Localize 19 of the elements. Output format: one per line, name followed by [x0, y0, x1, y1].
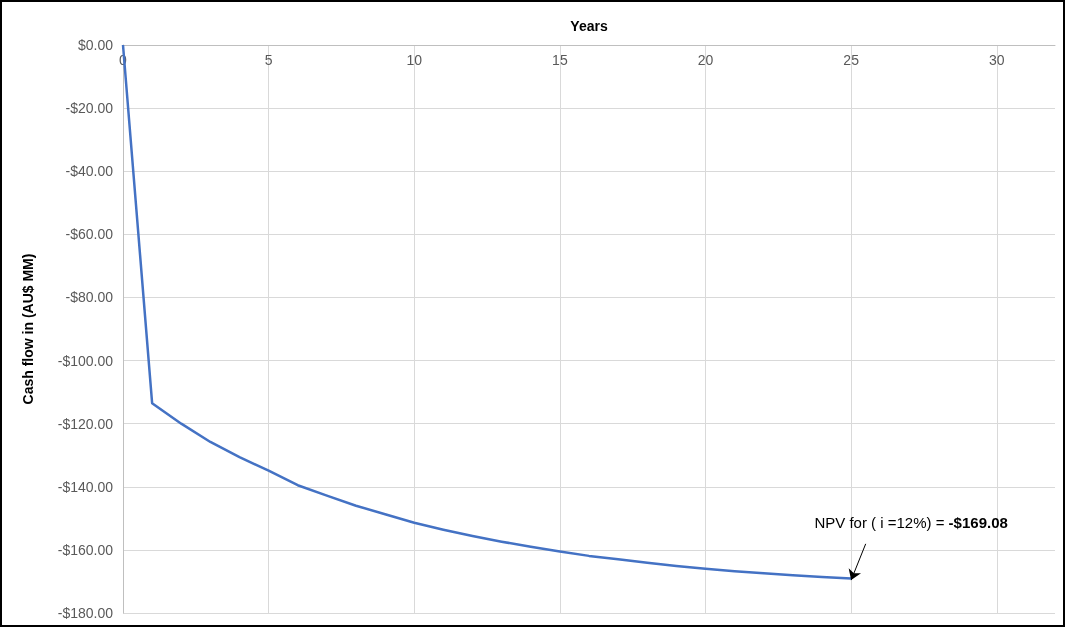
y-tick-label: -$120.00 — [57, 415, 114, 432]
y-tick-label: $0.00 — [77, 37, 114, 53]
x-tick-label: 20 — [697, 52, 714, 68]
y-tick-label: -$100.00 — [57, 352, 114, 369]
annotation: NPV for ( i =12%) = -$169.08 — [814, 514, 1008, 532]
y-tick-label: -$60.00 — [65, 226, 114, 243]
y-tick-label: -$40.00 — [65, 163, 114, 180]
y-tick-label: -$180.00 — [57, 605, 114, 621]
x-tick-label: 15 — [552, 52, 568, 68]
x-tick-label: 30 — [988, 52, 1005, 68]
y-tick-label: -$80.00 — [65, 289, 114, 306]
x-tick-label: 5 — [264, 52, 273, 68]
x-tick-label: 25 — [843, 52, 860, 68]
x-axis-title: Years — [570, 18, 608, 34]
y-axis-title: Cash flow in (AU$ MM) — [20, 253, 36, 405]
x-tick-label: 10 — [406, 52, 423, 68]
y-tick-label: -$20.00 — [65, 100, 114, 117]
y-tick-label: -$140.00 — [57, 478, 114, 495]
y-tick-label: -$160.00 — [57, 541, 114, 558]
